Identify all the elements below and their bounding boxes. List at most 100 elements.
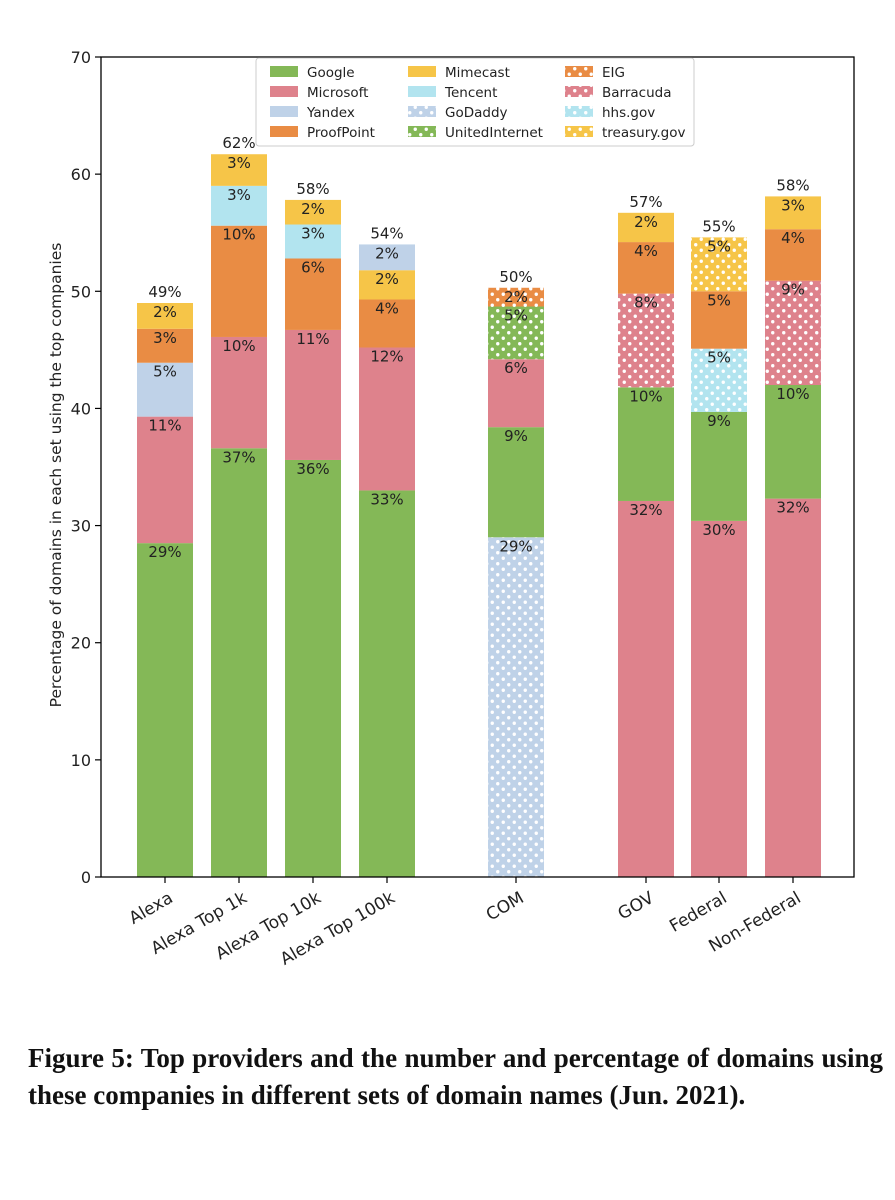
segment-label-non-federal-mimecast: 3% — [781, 196, 805, 214]
legend-item-tencent: Tencent — [408, 85, 497, 101]
bar-segment-alexa-top-1k-mimecast — [211, 154, 267, 186]
legend-swatch-hhs-gov — [565, 106, 593, 117]
bar-segment-federal-treasury-gov — [691, 237, 747, 292]
legend-swatch-tencent — [408, 86, 436, 97]
segment-label-non-federal-microsoft: 32% — [776, 499, 809, 517]
segment-label-alexa-top-100k-proofpoint: 4% — [375, 299, 399, 317]
x-tick-label-gov: GOV — [615, 888, 658, 924]
legend-label-yandex: Yandex — [306, 105, 355, 121]
segment-label-non-federal-barracuda: 9% — [781, 281, 805, 299]
segment-label-alexa-top-100k-microsoft: 12% — [370, 348, 403, 366]
segment-label-com-unitedinternet: 5% — [504, 307, 528, 325]
bar-segment-non-federal-google — [765, 385, 821, 499]
y-tick-label-30: 30 — [71, 517, 91, 536]
bar-segment-alexa-top-1k-google — [211, 448, 267, 877]
segment-label-alexa-top-100k-mimecast: 2% — [375, 270, 399, 288]
legend-swatch-yandex — [270, 106, 298, 117]
y-axis-label: Percentage of domains in each set using … — [47, 243, 65, 708]
legend-box — [255, 57, 695, 147]
y-tick-label-20: 20 — [71, 634, 91, 653]
bar-segment-alexa-top-1k-microsoft — [211, 336, 267, 449]
bar-federal: 30% 9% 5% 5% 5% 55% — [691, 217, 747, 877]
bar-segment-com-godaddy — [488, 537, 544, 877]
segment-label-non-federal-google: 10% — [776, 385, 809, 403]
segment-label-gov-proofpoint: 4% — [634, 242, 658, 260]
segment-label-alexa-mimecast: 2% — [153, 303, 177, 321]
bar-segment-federal-proofpoint — [691, 291, 747, 349]
legend-item-google: Google — [270, 65, 355, 81]
segment-label-alexa-top-10k-tencent: 3% — [301, 225, 325, 243]
bar-com: 29% 9% 6% 5%2% 50% — [488, 268, 544, 877]
legend-swatch-google — [270, 66, 298, 77]
segment-label-alexa-microsoft: 11% — [148, 417, 181, 435]
legend-label-proofpoint: ProofPoint — [307, 125, 375, 141]
bar-segment-alexa-top-10k-tencent — [285, 224, 341, 259]
segment-label-federal-proofpoint: 5% — [707, 291, 731, 309]
segment-label-alexa-proofpoint: 3% — [153, 329, 177, 347]
bar-segment-non-federal-proofpoint — [765, 229, 821, 281]
segment-label-non-federal-proofpoint: 4% — [781, 229, 805, 247]
bar-gov: 32% 10% 8% 4% 2% 57% — [618, 193, 674, 877]
bar-segment-alexa-proofpoint — [137, 328, 193, 363]
bar-segment-alexa-top-1k-proofpoint — [211, 225, 267, 337]
legend-swatch-mimecast — [408, 66, 436, 77]
bar-segment-alexa-top-100k-microsoft — [359, 347, 415, 491]
bar-segment-federal-microsoft — [691, 520, 747, 877]
bar-segment-com-microsoft — [488, 359, 544, 428]
segment-label-alexa-top-10k-mimecast: 2% — [301, 200, 325, 218]
legend-swatch-microsoft — [270, 86, 298, 97]
legend-item-hhs-gov: hhs.gov — [565, 105, 655, 121]
segment-label-alexa-top-10k-proofpoint: 6% — [301, 258, 325, 276]
legend-label-google: Google — [307, 65, 355, 81]
bar-segment-non-federal-barracuda — [765, 280, 821, 385]
bar-segment-alexa-google — [137, 543, 193, 877]
legend-swatch-godaddy — [408, 106, 436, 117]
bar-segment-alexa-top-10k-mimecast — [285, 199, 341, 225]
total-label-alexa-top-1k: 62% — [222, 134, 255, 152]
bar-alexa-top-10k: 36% 11% 6% 3% 2% 58% — [285, 180, 341, 877]
bar-segment-alexa-top-10k-proofpoint — [285, 258, 341, 330]
legend: Google Microsoft Yandex ProofPoint Mimecast T… — [255, 57, 695, 147]
total-label-alexa-top-100k: 54% — [370, 224, 403, 242]
y-tick-label-50: 50 — [71, 282, 91, 301]
y-tick-label-70: 70 — [71, 48, 91, 67]
legend-label-treasury-gov: treasury.gov — [602, 125, 685, 141]
bar-segment-federal-hhs-gov — [691, 348, 747, 412]
segment-label-com-google: 9% — [504, 427, 528, 445]
bar-segment-com-eig — [488, 287, 544, 307]
total-label-com: 50% — [499, 268, 532, 286]
stacked-bar-chart: 29%11%5%3%2%49%37%10%10%3%3%62%36%11%6%3… — [47, 48, 855, 970]
bar-segment-gov-proofpoint — [618, 242, 674, 294]
legend-label-tencent: Tencent — [444, 85, 497, 101]
bar-segment-alexa-top-100k-mimecast — [359, 270, 415, 300]
legend-item-treasury-gov: treasury.gov — [565, 125, 685, 141]
bar-segment-federal-google — [691, 411, 747, 521]
segment-label-alexa-top-10k-google: 36% — [296, 460, 329, 478]
segment-label-alexa-top-100k-google: 33% — [370, 490, 403, 508]
bar-segment-alexa-top-10k-google — [285, 459, 341, 877]
bar-non-federal: 32% 10% 9% 4% 3% 58% — [765, 176, 821, 877]
bar-segment-alexa-top-100k-google — [359, 490, 415, 877]
bar-segment-alexa-top-100k-proofpoint — [359, 299, 415, 348]
legend-item-mimecast: Mimecast — [408, 65, 510, 81]
plot-frame — [100, 56, 855, 878]
segment-label-federal-google: 9% — [707, 412, 731, 430]
y-tick-label-10: 10 — [71, 751, 91, 770]
segment-label-com-godaddy: 29% — [499, 537, 532, 555]
total-label-non-federal: 58% — [776, 176, 809, 194]
legend-swatch-barracuda — [565, 86, 593, 97]
bar-segment-gov-google — [618, 387, 674, 501]
legend-item-godaddy: GoDaddy — [408, 105, 508, 121]
segment-label-gov-mimecast: 2% — [634, 213, 658, 231]
y-tick-label-40: 40 — [71, 399, 91, 418]
legend-label-mimecast: Mimecast — [445, 65, 510, 81]
segment-label-alexa-top-10k-microsoft: 11% — [296, 330, 329, 348]
bar-segment-gov-barracuda — [618, 293, 674, 388]
bar-segment-non-federal-mimecast — [765, 196, 821, 230]
bar-segment-non-federal-microsoft — [765, 498, 821, 877]
legend-item-yandex: Yandex — [270, 105, 355, 121]
x-tick-label-com: COM — [483, 888, 528, 925]
bars-layer: 29%11%5%3%2%49%37%10%10%3%3%62%36%11%6%3… — [137, 134, 821, 877]
legend-swatch-treasury-gov — [565, 126, 593, 137]
legend-item-eig: EIG — [565, 65, 625, 81]
